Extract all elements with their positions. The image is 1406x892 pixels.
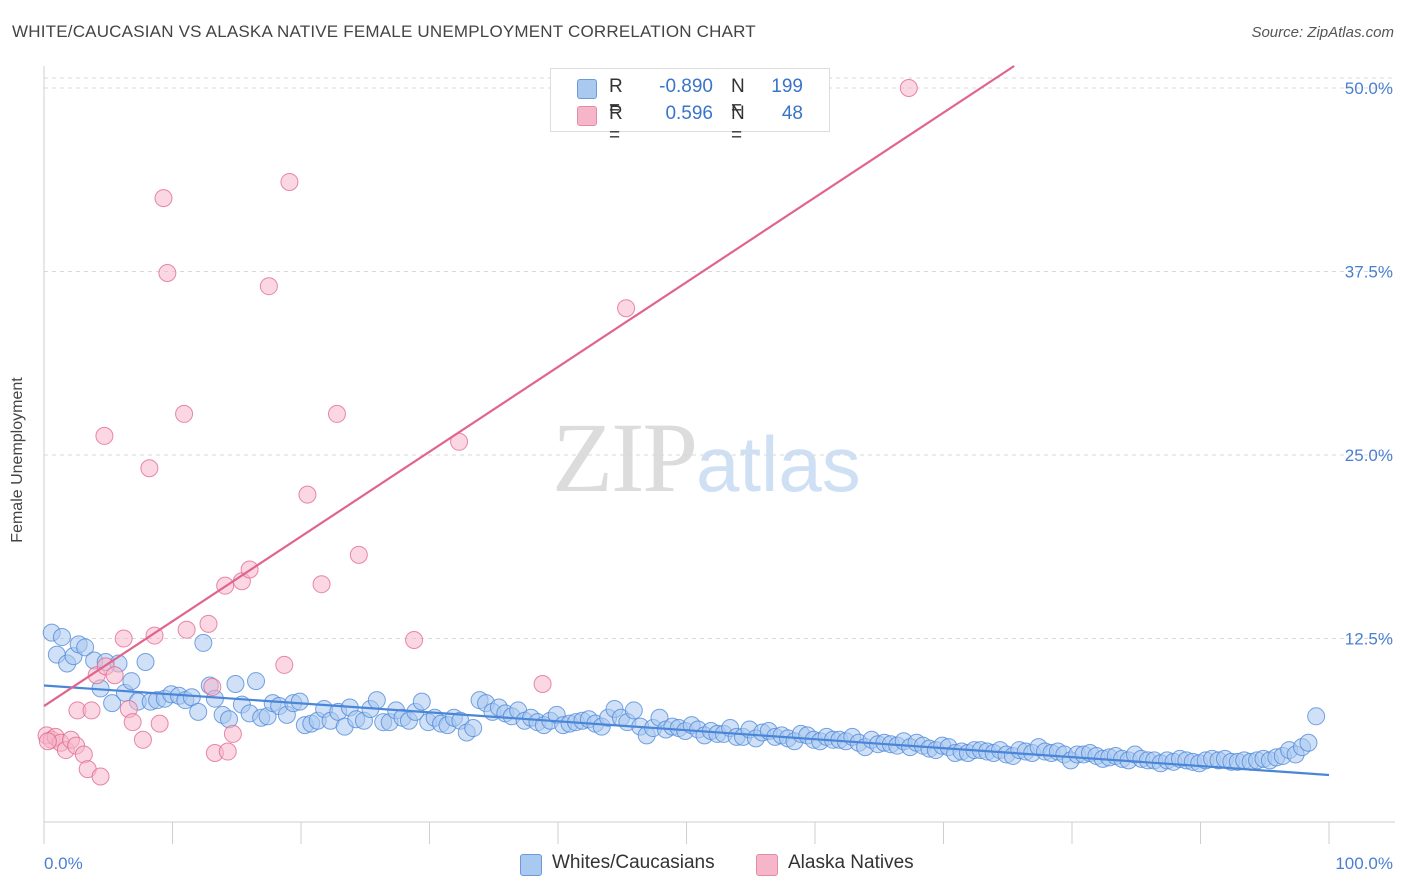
data-point — [189, 702, 208, 721]
x-tick-label: 0.0% — [44, 854, 83, 873]
data-point — [52, 628, 71, 647]
data-point — [899, 79, 918, 98]
legend-n-value: 48 — [781, 103, 803, 124]
data-point — [226, 675, 245, 694]
data-point — [103, 694, 122, 713]
axes — [43, 66, 1395, 844]
legend-r-label: R = — [609, 76, 623, 119]
y-tick-label: 25.0% — [1345, 446, 1393, 465]
data-point — [312, 575, 331, 594]
bottom-legend-label: Alaska Natives — [788, 852, 914, 873]
data-point — [298, 485, 317, 504]
bottom-legend-swatch-blue — [520, 854, 542, 876]
legend-swatch-pink — [577, 106, 597, 126]
data-point — [133, 730, 152, 749]
trend-line — [43, 65, 1015, 707]
chart-title: WHITE/CAUCASIAN VS ALASKA NATIVE FEMALE … — [12, 22, 756, 41]
data-point — [194, 633, 213, 652]
y-tick-label: 12.5% — [1345, 630, 1393, 649]
data-point — [136, 652, 155, 671]
data-point — [624, 701, 643, 720]
tick-labels: 12.5% 25.0% 37.5% 50.0% 0.0% 100.0% — [44, 79, 1393, 873]
trend-line — [43, 684, 1330, 777]
y-tick-label: 37.5% — [1345, 263, 1393, 282]
data-point — [95, 426, 114, 445]
watermark-zip: ZIP — [552, 402, 698, 513]
legend-n-label: N = — [731, 76, 745, 119]
data-point — [140, 459, 159, 478]
bottom-legend-label: Whites/Caucasians — [552, 852, 715, 873]
data-point — [405, 630, 424, 649]
data-point — [533, 675, 552, 694]
data-point — [259, 277, 278, 296]
data-point — [412, 692, 431, 711]
grid-lines — [44, 77, 1395, 640]
data-point — [367, 691, 386, 710]
legend-swatch-blue — [577, 79, 597, 99]
data-point — [82, 701, 101, 720]
data-point — [175, 404, 194, 423]
data-point — [1299, 733, 1318, 752]
watermark-atlas: atlas — [696, 420, 861, 508]
series-alaska-natives — [37, 79, 918, 786]
y-tick-label: 50.0% — [1345, 79, 1393, 98]
data-point — [617, 299, 636, 318]
data-point — [247, 672, 266, 691]
data-point — [464, 719, 483, 738]
data-point — [349, 545, 368, 564]
legend-n-label: N = — [731, 103, 745, 146]
trend-lines — [43, 65, 1330, 777]
legend-r-value: -0.890 — [659, 76, 713, 97]
data-point — [91, 767, 110, 786]
data-point — [199, 614, 218, 633]
data-point — [177, 620, 196, 639]
data-point — [280, 172, 299, 191]
data-point — [122, 672, 141, 691]
data-point — [275, 655, 294, 674]
x-tick-label: 100.0% — [1335, 854, 1393, 873]
data-point — [154, 189, 173, 208]
data-point — [290, 692, 309, 711]
data-point — [150, 714, 169, 733]
data-point — [123, 713, 142, 732]
data-point — [223, 724, 242, 743]
data-point — [76, 638, 95, 657]
legend-n-value: 199 — [771, 76, 803, 97]
data-point — [203, 677, 222, 696]
watermark: ZIPatlas — [552, 400, 861, 515]
legend-r-label: R = — [609, 103, 623, 146]
bottom-legend-swatch-pink — [756, 854, 778, 876]
legend-r-value: 0.596 — [665, 103, 713, 124]
source-credit: Source: ZipAtlas.com — [1251, 24, 1394, 41]
data-point — [105, 666, 124, 685]
correlation-legend: R = -0.890 N = 199 R = 0.596 N = 48 — [550, 68, 830, 146]
data-point — [327, 404, 346, 423]
data-point — [158, 263, 177, 282]
data-point — [38, 732, 57, 751]
data-point — [218, 742, 237, 761]
data-point — [114, 629, 133, 648]
data-point — [1307, 707, 1326, 726]
